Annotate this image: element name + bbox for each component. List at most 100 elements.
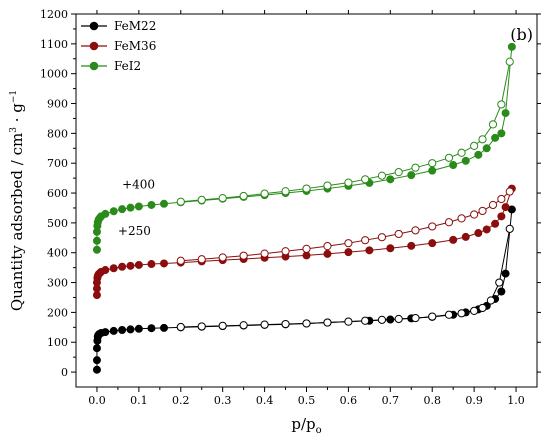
- adsorption-point: [501, 109, 510, 118]
- desorption-point: [394, 168, 403, 177]
- desorption-point: [377, 171, 387, 180]
- axis-ticks: 0.0 0.1 0.2 0.3 0.4 0.5 0.6 0.7 0.8 0.9 1.0 0 100 200…: [40, 8, 541, 407]
- desorption-point: [344, 239, 353, 248]
- x-tick-label: 0.9: [465, 394, 483, 407]
- desorption-point: [457, 148, 466, 157]
- desorption-point: [176, 322, 185, 332]
- y-tick-label: 300: [47, 277, 68, 290]
- adsorption-point: [134, 324, 143, 333]
- desorption-point: [344, 317, 353, 326]
- adsorption-point: [482, 225, 491, 234]
- adsorption-point: [118, 205, 127, 214]
- adsorption-point: [386, 315, 395, 324]
- y-tick-label: 1200: [40, 8, 68, 21]
- x-tick-label: 0.3: [214, 394, 232, 407]
- desorption-point: [302, 184, 311, 193]
- desorption-point: [428, 159, 437, 168]
- adsorption-point: [428, 166, 437, 175]
- x-axis-label: p/po: [291, 415, 321, 436]
- adsorption-point: [507, 42, 516, 51]
- legend-marker: [89, 21, 99, 31]
- y-tick-label: 1100: [40, 38, 68, 51]
- panel-label: (b): [510, 25, 533, 44]
- legend-marker: [89, 41, 99, 51]
- desorption-point: [361, 236, 370, 245]
- desorption-point: [218, 321, 227, 330]
- desorption-point: [411, 163, 420, 172]
- desorption-point: [497, 194, 506, 204]
- adsorption-point: [474, 229, 483, 238]
- desorption-point: [470, 141, 479, 150]
- desorption-point: [302, 244, 311, 253]
- desorption-point: [428, 222, 437, 231]
- adsorption-point: [160, 259, 169, 268]
- desorption-point: [457, 214, 466, 223]
- y-tick-label: 400: [47, 247, 68, 260]
- desorption-point: [488, 120, 498, 129]
- x-tick-label: 0.4: [256, 394, 274, 407]
- series-FeM22: [92, 205, 516, 374]
- series-FeI2: [92, 42, 516, 254]
- adsorption-point: [497, 129, 506, 138]
- x-tick-label: 1.0: [507, 394, 525, 407]
- desorption-point: [505, 224, 514, 233]
- legend-label: FeM22: [114, 19, 156, 33]
- annotation-label: +250: [118, 224, 151, 238]
- desorption-point: [197, 255, 206, 264]
- desorption-point: [457, 309, 466, 318]
- adsorption-point: [461, 232, 470, 241]
- y-axis-label-sup1: 3: [9, 127, 19, 133]
- adsorption-point: [461, 156, 470, 165]
- desorption-point: [361, 175, 370, 184]
- annotation-label: +400: [122, 178, 155, 192]
- adsorption-point: [147, 260, 156, 269]
- adsorption-point: [92, 344, 101, 353]
- adsorption-point: [109, 326, 118, 335]
- annotations: +400 +250: [118, 178, 155, 238]
- desorption-point: [260, 249, 269, 258]
- adsorption-point: [386, 175, 395, 184]
- desorption-point: [197, 322, 206, 331]
- adsorption-point: [147, 200, 156, 209]
- y-tick-label: 700: [47, 157, 68, 170]
- adsorption-point: [101, 266, 110, 275]
- desorption-point: [478, 206, 487, 216]
- desorption-point: [444, 153, 454, 162]
- adsorption-point: [497, 212, 506, 221]
- adsorption-point: [109, 264, 118, 273]
- desorption-point: [176, 197, 185, 206]
- desorption-point: [377, 315, 387, 324]
- adsorption-point: [92, 356, 101, 365]
- desorption-point: [486, 296, 495, 305]
- adsorption-point: [449, 235, 458, 244]
- y-axis-label: Quantity adsorbed / cm3 · g−1: [8, 90, 26, 311]
- desorption-point: [470, 306, 479, 316]
- desorption-point: [377, 233, 387, 242]
- desorption-point: [239, 251, 248, 260]
- desorption-point: [281, 187, 290, 196]
- desorption-point: [218, 194, 227, 203]
- desorption-point: [323, 181, 332, 190]
- adsorption-point: [92, 245, 101, 254]
- desorption-point: [323, 242, 332, 251]
- desorption-point: [444, 310, 454, 319]
- adsorption-point: [101, 328, 110, 337]
- y-tick-label: 600: [47, 187, 68, 200]
- desorption-point: [361, 316, 370, 325]
- desorption-point: [428, 312, 437, 321]
- adsorption-point: [147, 324, 156, 333]
- y-axis-label-main: Quantity adsorbed / cm: [8, 133, 26, 311]
- desorption-point: [260, 189, 269, 198]
- y-tick-label: 800: [47, 127, 68, 140]
- legend-marker: [89, 61, 99, 71]
- desorption-point: [394, 229, 403, 239]
- data-series: [92, 42, 516, 374]
- adsorption-point: [118, 326, 127, 335]
- adsorption-point: [428, 239, 437, 248]
- legend: FeM22 FeM36 FeI2: [81, 19, 156, 73]
- adsorption-point: [407, 171, 416, 180]
- x-tick-label: 0.6: [340, 394, 358, 407]
- y-axis-label-sup2: −1: [9, 90, 19, 103]
- legend-label: FeM36: [114, 39, 156, 53]
